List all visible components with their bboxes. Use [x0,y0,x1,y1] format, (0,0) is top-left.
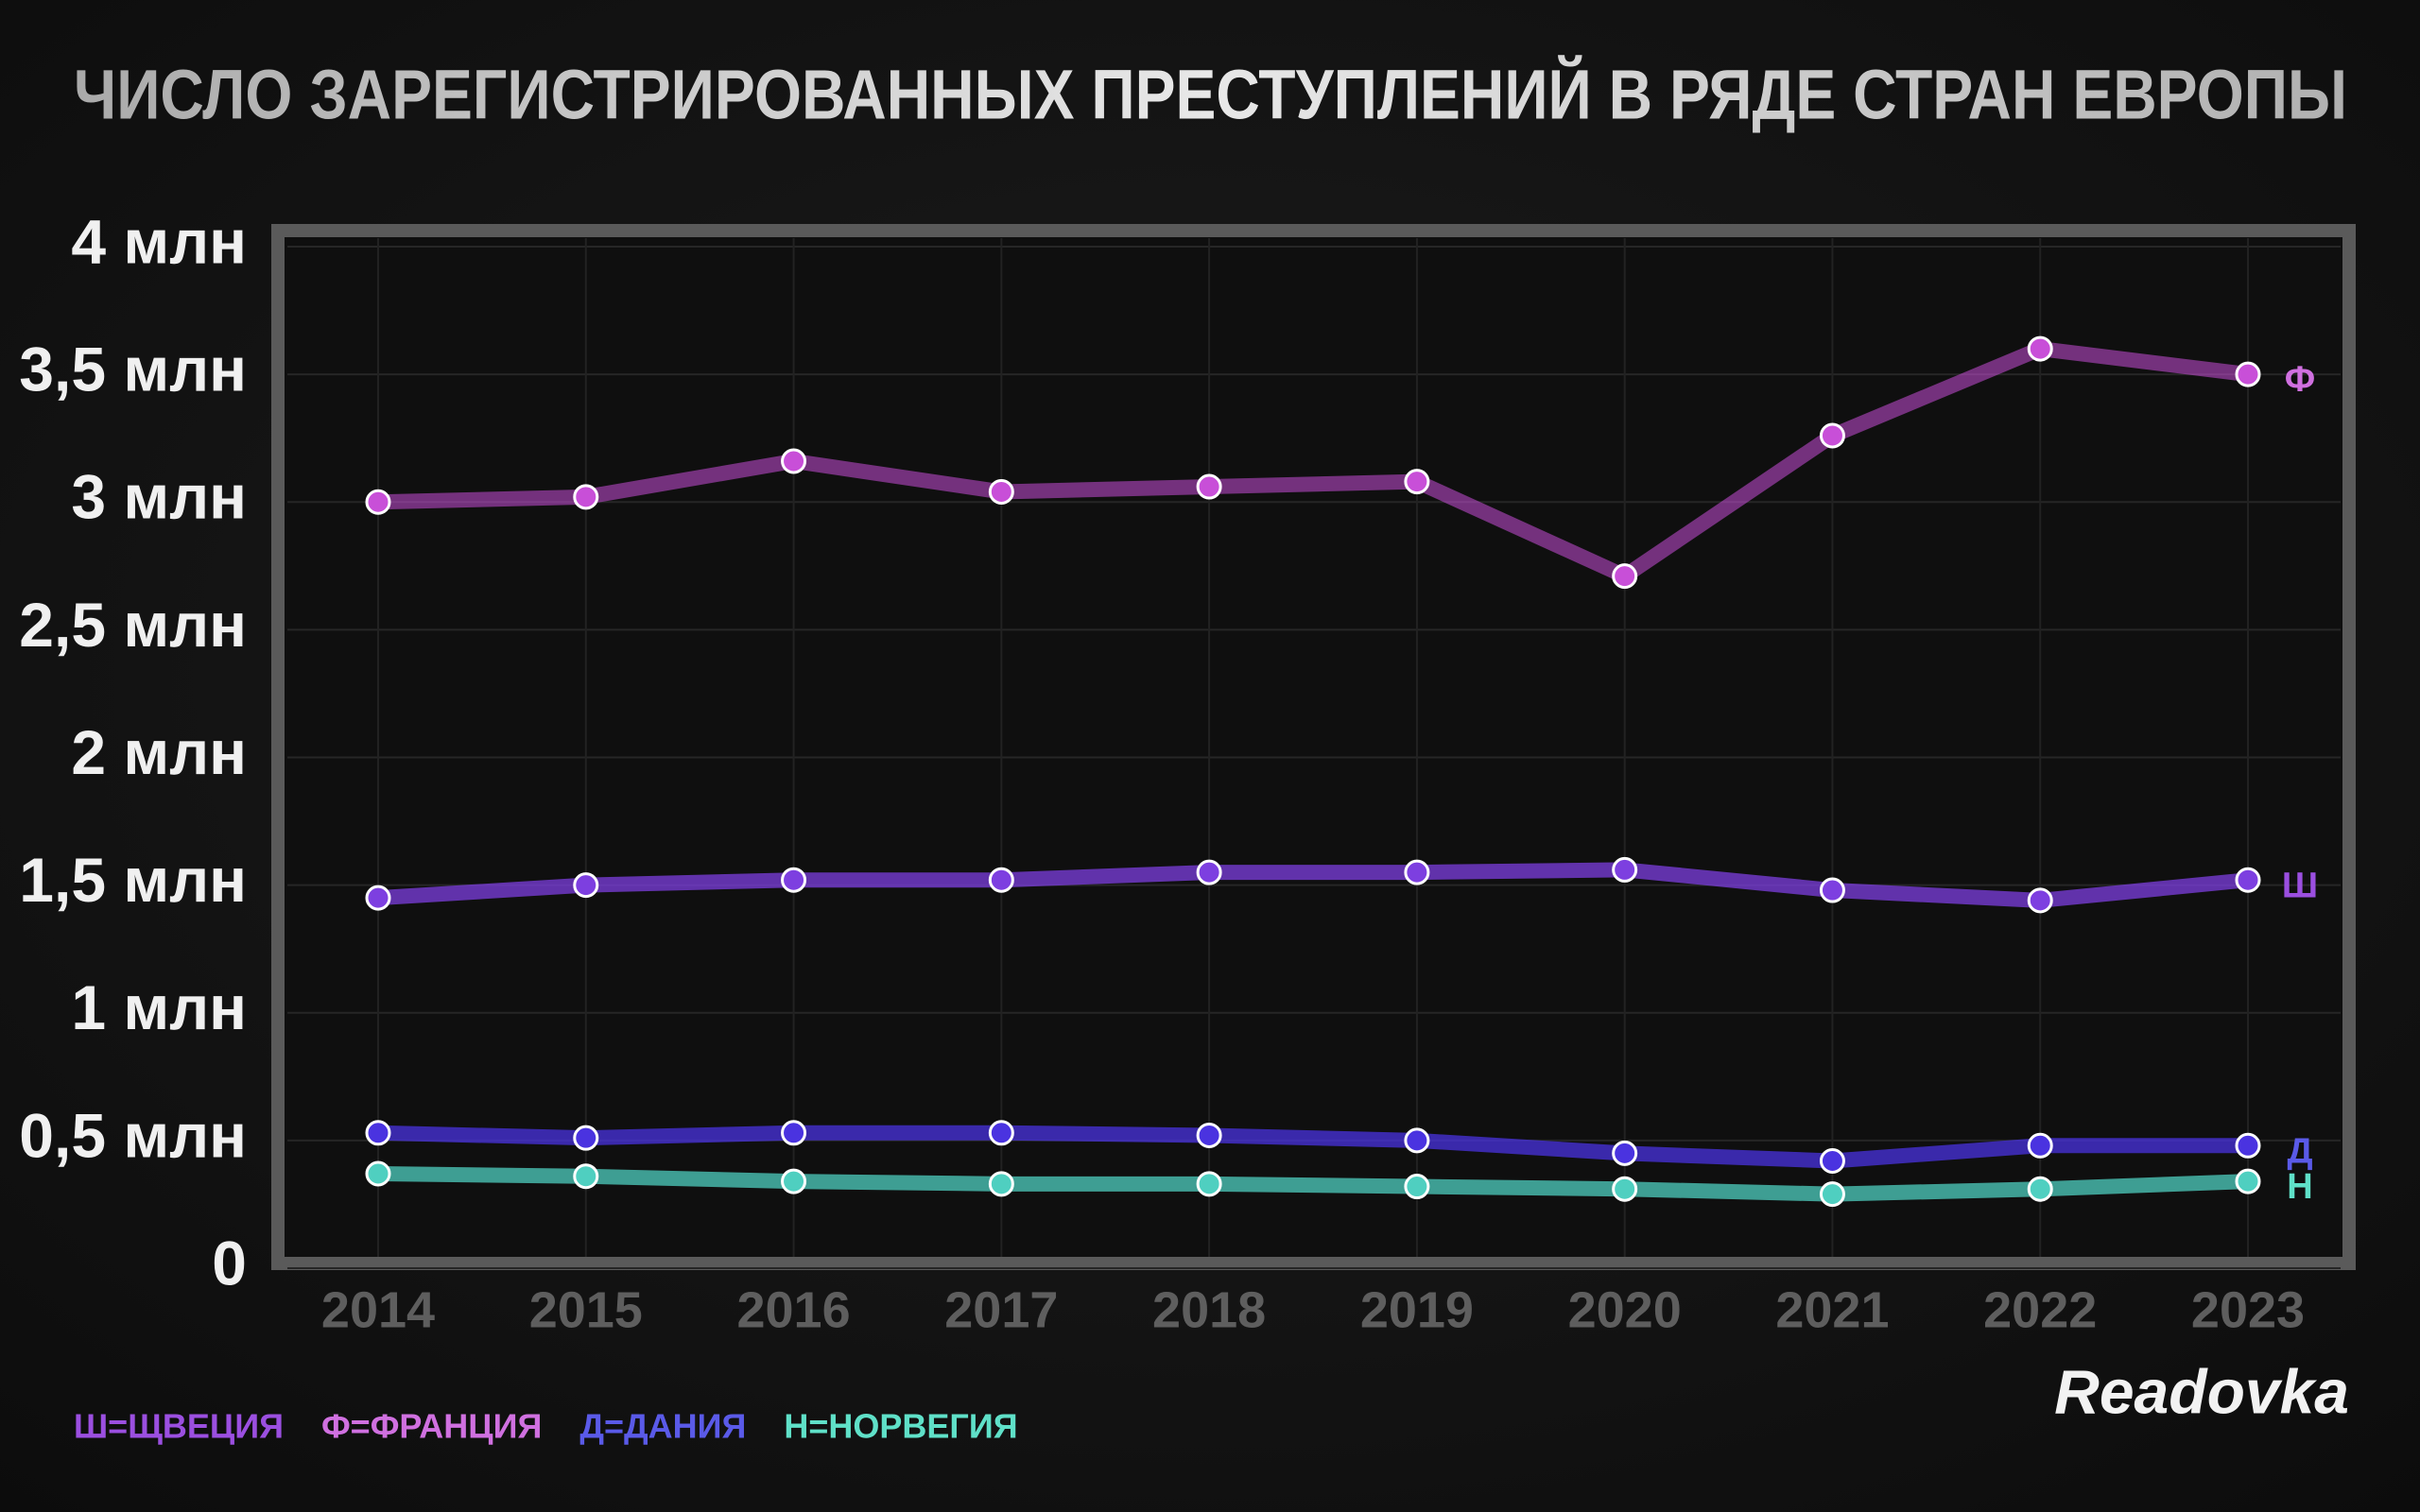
data-point [988,478,1014,505]
data-point [2027,887,2053,914]
data-point [988,1171,1014,1197]
legend-entry: Ш=ЩВЕЦИЯ [74,1407,284,1446]
data-point [1612,1140,1638,1166]
data-point [1819,422,1845,449]
data-point [1612,856,1638,883]
data-point [988,867,1014,893]
data-point [2235,1168,2261,1194]
x-tick-label: 2015 [529,1281,643,1338]
data-point [365,1120,391,1146]
y-tick-label: 1,5 млн [19,845,247,915]
y-tick-label: 3,5 млн [19,335,247,404]
data-point [781,1168,807,1194]
data-point [1404,859,1430,885]
data-point [365,489,391,515]
y-tick-label: 0,5 млн [19,1100,247,1170]
data-point [2235,361,2261,387]
series-line [371,341,2256,584]
series-end-label: Н [2287,1167,2312,1207]
y-tick-label: 2,5 млн [19,590,247,660]
data-point [2027,335,2053,362]
x-tick-label: 2021 [1775,1281,1889,1338]
y-tick-label: 0 [212,1228,247,1297]
data-point [1196,859,1222,885]
x-tick-label: 2022 [1983,1281,2097,1338]
data-point [573,872,599,899]
y-tick-label: 3 млн [71,462,247,532]
chart-title: ЧИСЛО ЗАРЕГИСТРИРОВАННЫХ ПРЕСТУПЛЕНИЙ В … [74,55,2347,134]
series-end-label: Ф [2285,360,2315,400]
data-point [1196,473,1222,500]
data-point [1612,563,1638,590]
data-point [1404,1174,1430,1200]
x-tick-label: 2019 [1360,1281,1474,1338]
x-tick-label: 2020 [1568,1281,1682,1338]
data-point [1196,1171,1222,1197]
data-point [2027,1132,2053,1159]
data-point [573,1125,599,1151]
series-line [371,1125,2256,1169]
data-point [781,448,807,474]
series-line [371,862,2256,908]
x-tick-label: 2018 [1152,1281,1266,1338]
data-point [1819,877,1845,903]
series-end-label: Ш [2282,866,2318,905]
y-tick-label: 2 млн [71,717,247,787]
data-point [2235,1132,2261,1159]
x-tick-label: 2023 [2191,1281,2305,1338]
data-point [1819,1181,1845,1208]
series-line [371,1166,2256,1202]
series-end-label: Д [2287,1131,2312,1171]
data-point [2235,867,2261,893]
x-tick-label: 2017 [944,1281,1058,1338]
y-tick-label: 1 млн [71,972,247,1042]
legend-entry: Ф=ФРАНЦИЯ [321,1407,542,1446]
data-point [1404,469,1430,495]
data-point [365,885,391,911]
data-point [988,1120,1014,1146]
data-point [781,1120,807,1146]
data-point [365,1160,391,1187]
data-point [781,867,807,893]
data-point [2027,1176,2053,1202]
legend-entry: Д=ДАНИЯ [579,1407,746,1446]
data-point [1612,1176,1638,1202]
data-point [1404,1127,1430,1154]
y-tick-label: 4 млн [71,206,247,276]
plot-frame [271,224,2356,1270]
data-point [1819,1147,1845,1174]
data-point [573,484,599,510]
x-tick-label: 2014 [321,1281,435,1338]
logo: Readovka [2054,1356,2349,1426]
x-tick-label: 2016 [736,1281,850,1338]
legend-entry: Н=НОРВЕГИЯ [784,1407,1017,1446]
data-point [1196,1122,1222,1148]
data-point [573,1163,599,1190]
